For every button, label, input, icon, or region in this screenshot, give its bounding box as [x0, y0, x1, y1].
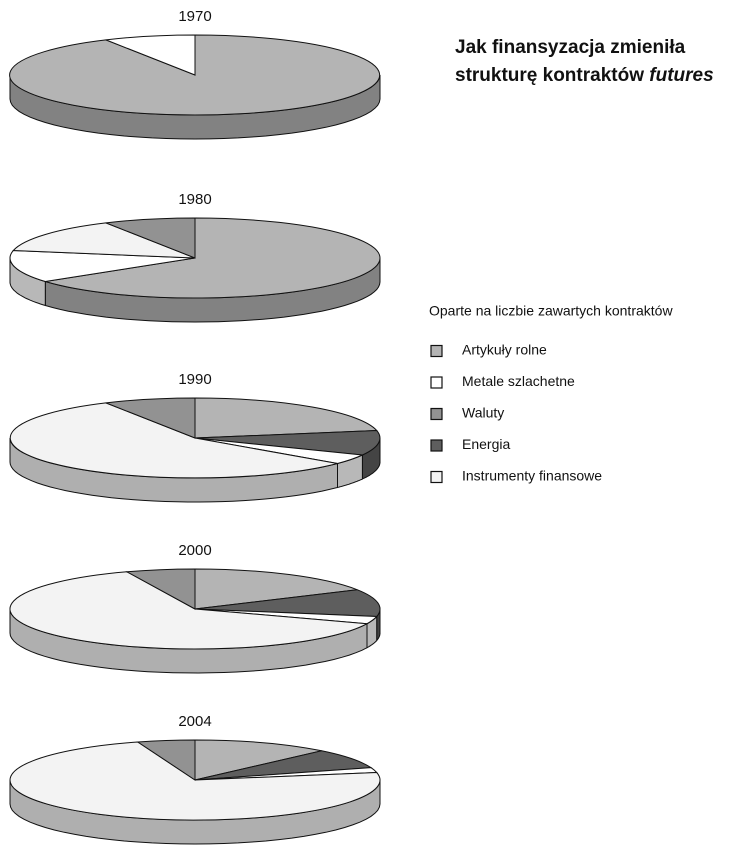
slice [194, 589, 381, 618]
legend-label: Artykuły rolne [462, 342, 547, 358]
slice [105, 397, 196, 439]
legend-swatch [430, 376, 443, 389]
legend-swatch [430, 407, 443, 421]
pie-title: 2004 [178, 713, 211, 730]
slice [194, 739, 322, 781]
chart-title: futures [649, 65, 713, 86]
pie [9, 217, 381, 323]
slice [12, 222, 196, 259]
legend-label: Waluty [462, 405, 504, 421]
legend-swatch [430, 470, 443, 484]
pie [9, 34, 381, 140]
slice [9, 741, 381, 821]
slice [9, 249, 196, 283]
pie-title: 1990 [178, 371, 211, 388]
slice [9, 571, 369, 650]
slice [105, 34, 196, 76]
legend-label: Metale szlachetne [462, 373, 575, 389]
legend-swatch [430, 439, 443, 452]
slice [194, 429, 381, 456]
pie-title: 1980 [178, 191, 211, 208]
pie-title: 1970 [178, 8, 211, 25]
legend-swatch [430, 344, 443, 358]
slice [136, 739, 196, 781]
slice [9, 402, 338, 479]
subtitle: Oparte na liczbie zawartych kontraktów [429, 303, 673, 319]
slice [125, 568, 196, 610]
slice [194, 568, 358, 610]
pie [9, 397, 381, 503]
pie-title: 2000 [178, 542, 211, 559]
pie [9, 739, 381, 845]
chart-title: strukturę kontraktów [455, 65, 644, 86]
legend-label: Instrumenty finansowe [462, 468, 602, 484]
chart-title: strukturę kontraktów futures [455, 65, 714, 86]
chart-title: Jak finansyzacja zmieniła [455, 37, 686, 58]
legend-label: Energia [462, 436, 510, 452]
slice [45, 217, 381, 299]
slice [194, 397, 378, 439]
slice [105, 217, 196, 259]
pie [9, 568, 381, 674]
